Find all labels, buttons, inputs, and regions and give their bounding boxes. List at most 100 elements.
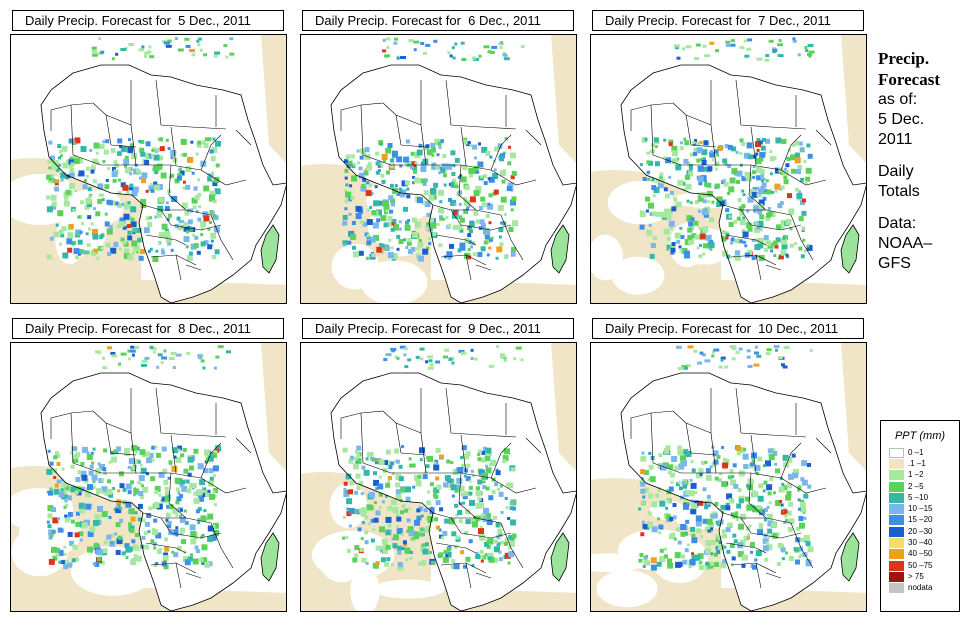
rain-cell <box>398 476 404 482</box>
rain-cell <box>416 247 420 251</box>
rain-cell <box>377 165 381 168</box>
rain-cell <box>93 542 99 548</box>
rain-cell <box>487 556 492 561</box>
rain-cell <box>342 447 348 453</box>
rain-cell <box>463 491 469 497</box>
rain-cell <box>773 491 776 495</box>
rain-cell <box>407 526 414 533</box>
rain-cell <box>487 177 491 181</box>
rain-cell <box>198 205 201 209</box>
rain-cell <box>741 189 745 193</box>
rain-cell <box>741 142 745 146</box>
rain-cell <box>370 538 375 543</box>
rain-cell <box>192 558 199 565</box>
rain-cell <box>165 236 172 243</box>
rain-cell <box>639 211 646 218</box>
rain-cell <box>391 219 397 224</box>
rain-cell <box>93 520 99 526</box>
rain-cell <box>729 345 736 349</box>
rain-cell <box>420 178 426 184</box>
rain-cell <box>94 513 101 520</box>
rain-cell <box>151 528 158 535</box>
rain-cell <box>510 152 516 159</box>
rain-cell <box>438 207 445 214</box>
rain-cell <box>646 521 653 528</box>
rain-cell <box>461 58 467 61</box>
rain-cell <box>768 454 775 461</box>
rain-cell <box>468 539 473 544</box>
rain-cell <box>693 349 698 353</box>
rain-cell <box>701 460 705 465</box>
rain-cell <box>454 181 458 185</box>
rain-cell <box>664 547 668 551</box>
africa-map <box>11 343 286 611</box>
rain-cell <box>478 528 484 535</box>
country-border <box>70 104 74 156</box>
rain-cell <box>453 203 457 206</box>
country-border <box>200 134 222 171</box>
rain-cell <box>736 446 742 452</box>
rain-cell <box>804 180 808 184</box>
rain-cell <box>481 223 486 228</box>
rain-cell <box>103 149 109 155</box>
rain-cell <box>438 243 443 248</box>
rain-cell <box>717 536 722 541</box>
rain-cell <box>399 345 406 349</box>
rain-cell <box>426 246 430 250</box>
rain-cell <box>668 486 674 492</box>
rain-cell <box>679 226 683 230</box>
rain-cell <box>376 246 383 253</box>
rain-cell <box>479 206 484 210</box>
rain-cell <box>160 361 164 365</box>
rain-cell <box>118 221 125 228</box>
rain-cell <box>80 146 87 152</box>
rain-cell <box>772 156 777 161</box>
rain-cell <box>354 545 360 551</box>
rain-cell <box>167 476 171 480</box>
rain-cell <box>144 356 150 360</box>
rain-cell <box>52 555 58 561</box>
rain-cell <box>751 452 757 459</box>
rain-cell <box>344 207 348 211</box>
rain-cell <box>443 550 448 555</box>
rain-cell <box>648 464 654 470</box>
rain-cell <box>478 469 485 476</box>
rain-cell <box>353 456 358 461</box>
rain-cell <box>799 200 805 206</box>
rain-cell <box>373 501 377 505</box>
legend-label: 0 –1 <box>908 447 924 457</box>
rain-cell <box>473 190 480 197</box>
rain-cell <box>733 172 737 176</box>
rain-cell <box>427 355 434 359</box>
rain-cell <box>707 200 711 204</box>
rain-cell <box>167 241 172 246</box>
rain-cell <box>161 248 165 252</box>
country-border <box>435 234 477 246</box>
rain-cell <box>800 477 805 482</box>
rain-cell <box>183 225 190 232</box>
rain-cell <box>200 535 204 539</box>
rain-cell <box>91 46 97 50</box>
rain-cell <box>735 351 740 354</box>
rain-cell <box>772 532 779 539</box>
rain-cell <box>156 184 163 190</box>
rain-cell <box>691 468 696 473</box>
rain-cell <box>741 204 746 209</box>
rain-cell <box>794 140 800 146</box>
country-border <box>490 477 537 494</box>
rain-cell <box>200 233 204 237</box>
dry-patch <box>596 570 658 608</box>
rain-cell <box>142 486 149 493</box>
rain-cell <box>62 559 69 566</box>
country-border <box>190 126 227 130</box>
rain-cell <box>768 39 774 43</box>
rain-cell <box>111 354 118 358</box>
rain-cell <box>210 239 214 243</box>
rain-cell <box>668 175 672 179</box>
rain-cell <box>769 150 773 154</box>
rain-cell <box>171 196 178 202</box>
rain-cell <box>472 521 478 528</box>
rain-cell <box>72 456 79 463</box>
rain-cell <box>663 138 667 142</box>
rain-cell <box>373 222 379 229</box>
